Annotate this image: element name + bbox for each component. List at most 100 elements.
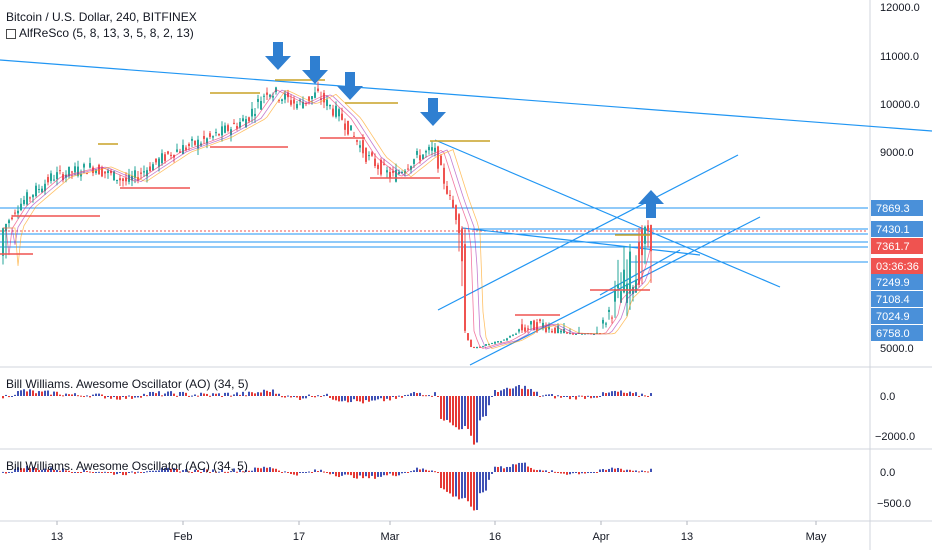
osc-bar [26,465,28,472]
osc-bar [98,393,100,396]
current-price-tag-bg [871,238,923,254]
osc-bar [608,468,610,472]
candle-body [413,159,415,164]
osc-bar [518,462,520,472]
candle-body [209,133,211,137]
osc-bar [509,466,511,472]
osc-bar [41,391,43,396]
osc-bar [158,470,160,472]
osc-bar [242,391,244,396]
level-tag-bg [871,274,923,290]
osc-bar [350,472,352,476]
osc-bar [299,472,301,473]
osc-bar [278,470,280,472]
osc-bar [566,472,568,475]
candle-body [32,194,34,198]
osc-bar [65,470,67,472]
osc-bar [182,470,184,472]
trend-line [437,154,739,311]
osc-bar [149,470,151,472]
candle-body [26,192,28,205]
osc-bar [194,469,196,472]
osc-bar [590,472,592,473]
osc-bar [569,472,571,475]
osc-bar [479,396,481,421]
candle-body [380,159,382,175]
candle-body [536,322,538,332]
candle-body [146,170,148,177]
osc-bar [161,468,163,472]
candle-body [428,146,430,151]
trend-line [434,139,781,288]
osc-bar [116,472,118,475]
osc-bar [395,472,397,477]
candle-body [278,100,280,102]
candle-body [455,205,457,220]
candle-body [161,153,163,164]
osc-bar [182,391,184,396]
osc-bar [410,393,412,396]
x-tick-label: 17 [293,531,305,543]
osc-bar [32,390,34,396]
candle-body [218,133,220,136]
indicator-legend[interactable]: AlfReSco (5, 8, 13, 3, 5, 8, 2, 13) [6,26,194,40]
osc-bar [11,396,13,397]
osc-bar [155,470,157,472]
candle-body [308,96,310,101]
osc-bar [140,396,142,398]
osc-bar [557,472,559,473]
osc-bar [134,396,136,398]
osc-bar [524,385,526,396]
osc-bar [470,396,472,436]
osc-bar [188,395,190,397]
osc-bar [332,396,334,400]
osc-bar [164,393,166,396]
candle-body [485,344,487,346]
osc-bar [191,395,193,397]
osc-bar [158,391,160,396]
osc-bar [407,394,409,396]
osc-bar [323,471,325,473]
osc-bar [107,396,109,397]
candle-body [224,125,226,133]
osc-bar [287,472,289,473]
osc-bar [245,395,247,397]
osc-bar [134,472,136,474]
osc-bar [446,396,448,420]
candle-body [512,334,514,336]
osc-bar [32,466,34,472]
osc-bar [623,392,625,396]
osc-bar [248,470,250,472]
osc-bar [650,468,652,472]
osc-bar [50,394,52,396]
osc-bar [170,391,172,396]
eye-icon[interactable] [6,28,16,39]
osc-bar [314,396,316,398]
candle-body [347,120,349,135]
osc-bar [416,393,418,396]
moving-average-line [3,89,652,350]
osc-bar [461,472,463,499]
osc-bar [71,472,73,473]
osc-bar [401,472,403,474]
osc-bar [596,472,598,473]
osc-bar [620,468,622,472]
candle-body [611,317,613,319]
osc-bar [602,392,604,396]
osc-bar [458,472,460,500]
osc-bar [542,395,544,397]
osc-bar [26,391,28,396]
candle-body [434,147,436,152]
osc-bar [437,396,439,397]
osc-bar [491,472,493,474]
candle-body [266,92,268,95]
candle-body [362,140,364,154]
osc-bar [605,469,607,472]
candle-body [317,88,319,91]
price-tick-label: 12000.0 [880,2,920,14]
osc-bar [524,462,526,472]
candle-body [110,170,112,174]
osc-bar [425,395,427,397]
ac-histogram [2,462,652,511]
